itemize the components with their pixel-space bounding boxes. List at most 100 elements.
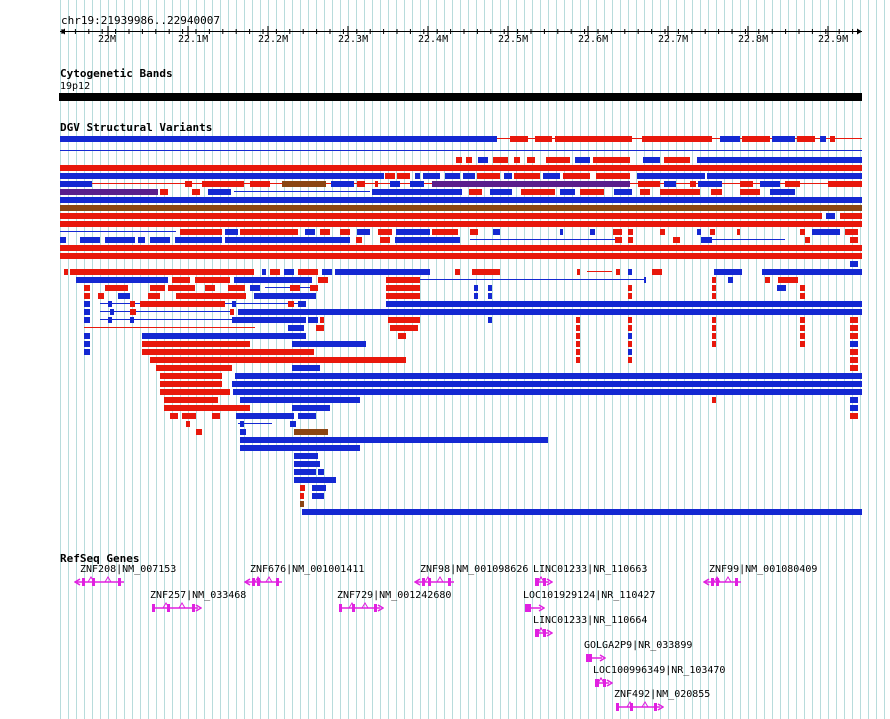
sv-feature[interactable]	[850, 349, 858, 355]
sv-feature[interactable]	[616, 269, 620, 275]
gene-model[interactable]	[523, 602, 545, 614]
sv-feature[interactable]	[232, 301, 236, 307]
gene-label[interactable]: GOLGA2P9|NR_033899	[584, 640, 693, 651]
sv-feature[interactable]	[850, 341, 858, 347]
sv-feature[interactable]	[493, 157, 508, 163]
sv-feature[interactable]	[60, 165, 862, 171]
sv-feature[interactable]	[142, 349, 314, 355]
sv-feature[interactable]	[785, 181, 800, 187]
sv-feature[interactable]	[240, 429, 246, 435]
sv-feature[interactable]	[712, 277, 716, 283]
sv-feature[interactable]	[60, 237, 66, 243]
sv-feature[interactable]	[805, 237, 810, 243]
sv-feature[interactable]	[282, 181, 326, 187]
sv-feature[interactable]	[576, 349, 580, 355]
sv-feature[interactable]	[60, 221, 862, 227]
sv-feature[interactable]	[740, 181, 753, 187]
sv-feature[interactable]	[385, 173, 395, 179]
sv-feature[interactable]	[478, 157, 488, 163]
sv-feature[interactable]	[396, 229, 430, 235]
sv-feature[interactable]	[560, 189, 575, 195]
sv-feature[interactable]	[664, 157, 690, 163]
sv-feature[interactable]	[130, 309, 136, 315]
sv-feature[interactable]	[800, 285, 805, 291]
sv-feature[interactable]	[514, 157, 520, 163]
sv-feature[interactable]	[316, 325, 324, 331]
sv-feature[interactable]	[712, 325, 716, 331]
sv-feature[interactable]	[290, 421, 296, 427]
sv-feature[interactable]	[60, 136, 497, 142]
sv-feature[interactable]	[445, 173, 460, 179]
sv-feature[interactable]	[312, 493, 324, 499]
sv-feature[interactable]	[628, 333, 632, 339]
sv-feature[interactable]	[294, 469, 316, 475]
sv-feature[interactable]	[292, 365, 320, 371]
sv-feature[interactable]	[335, 269, 430, 275]
sv-feature[interactable]	[800, 293, 805, 299]
sv-feature[interactable]	[60, 189, 158, 195]
sv-feature[interactable]	[172, 277, 190, 283]
sv-feature[interactable]	[60, 181, 92, 187]
sv-feature[interactable]	[240, 437, 548, 443]
sv-feature[interactable]	[673, 237, 680, 243]
sv-feature[interactable]	[628, 229, 633, 235]
sv-feature[interactable]	[698, 181, 722, 187]
sv-feature[interactable]	[800, 341, 805, 347]
sv-feature[interactable]	[182, 413, 196, 419]
sv-feature[interactable]	[800, 229, 805, 235]
sv-feature[interactable]	[318, 469, 324, 475]
sv-feature[interactable]	[84, 285, 90, 291]
sv-feature[interactable]	[238, 309, 862, 315]
sv-feature[interactable]	[652, 269, 662, 275]
gene-label[interactable]: ZNF729|NM_001242680	[337, 590, 452, 601]
sv-feature[interactable]	[830, 136, 835, 142]
sv-feature[interactable]	[488, 285, 492, 291]
sv-feature[interactable]	[423, 173, 440, 179]
sv-feature[interactable]	[644, 277, 646, 283]
sv-feature[interactable]	[318, 277, 328, 283]
sv-feature[interactable]	[628, 269, 632, 275]
sv-feature[interactable]	[212, 413, 220, 419]
gene-model[interactable]	[244, 576, 286, 588]
sv-feature[interactable]	[800, 317, 805, 323]
sv-feature[interactable]	[504, 173, 512, 179]
sv-feature[interactable]	[308, 317, 318, 323]
sv-feature[interactable]	[643, 157, 660, 163]
sv-feature[interactable]	[826, 213, 835, 219]
sv-feature[interactable]	[596, 173, 630, 179]
sv-feature[interactable]	[770, 189, 795, 195]
sv-feature[interactable]	[850, 317, 858, 323]
sv-feature[interactable]	[298, 413, 316, 419]
sv-feature[interactable]	[150, 237, 170, 243]
sv-feature[interactable]	[543, 173, 560, 179]
sv-feature[interactable]	[415, 173, 420, 179]
sv-feature[interactable]	[98, 293, 104, 299]
sv-feature[interactable]	[196, 429, 202, 435]
sv-feature[interactable]	[84, 349, 90, 355]
sv-feature[interactable]	[233, 389, 862, 395]
gene-model[interactable]	[74, 576, 128, 588]
sv-feature[interactable]	[234, 277, 312, 283]
sv-feature[interactable]	[628, 357, 632, 363]
sv-feature[interactable]	[463, 173, 475, 179]
sv-feature[interactable]	[185, 181, 192, 187]
sv-feature[interactable]	[235, 373, 862, 379]
sv-feature[interactable]	[580, 189, 604, 195]
sv-feature[interactable]	[850, 365, 858, 371]
sv-feature[interactable]	[728, 277, 733, 283]
sv-feature[interactable]	[628, 285, 632, 291]
sv-feature[interactable]	[840, 213, 862, 219]
sv-feature[interactable]	[60, 205, 862, 211]
sv-feature[interactable]	[850, 413, 858, 419]
sv-feature[interactable]	[357, 229, 370, 235]
sv-feature[interactable]	[84, 333, 90, 339]
sv-feature[interactable]	[812, 229, 840, 235]
sv-feature[interactable]	[555, 136, 632, 142]
sv-feature[interactable]	[378, 229, 392, 235]
sv-feature[interactable]	[60, 173, 384, 179]
sv-feature[interactable]	[712, 293, 716, 299]
sv-feature[interactable]	[176, 293, 246, 299]
sv-feature[interactable]	[560, 229, 563, 235]
sv-feature[interactable]	[356, 237, 362, 243]
gene-label[interactable]: ZNF208|NM_007153	[80, 564, 177, 575]
